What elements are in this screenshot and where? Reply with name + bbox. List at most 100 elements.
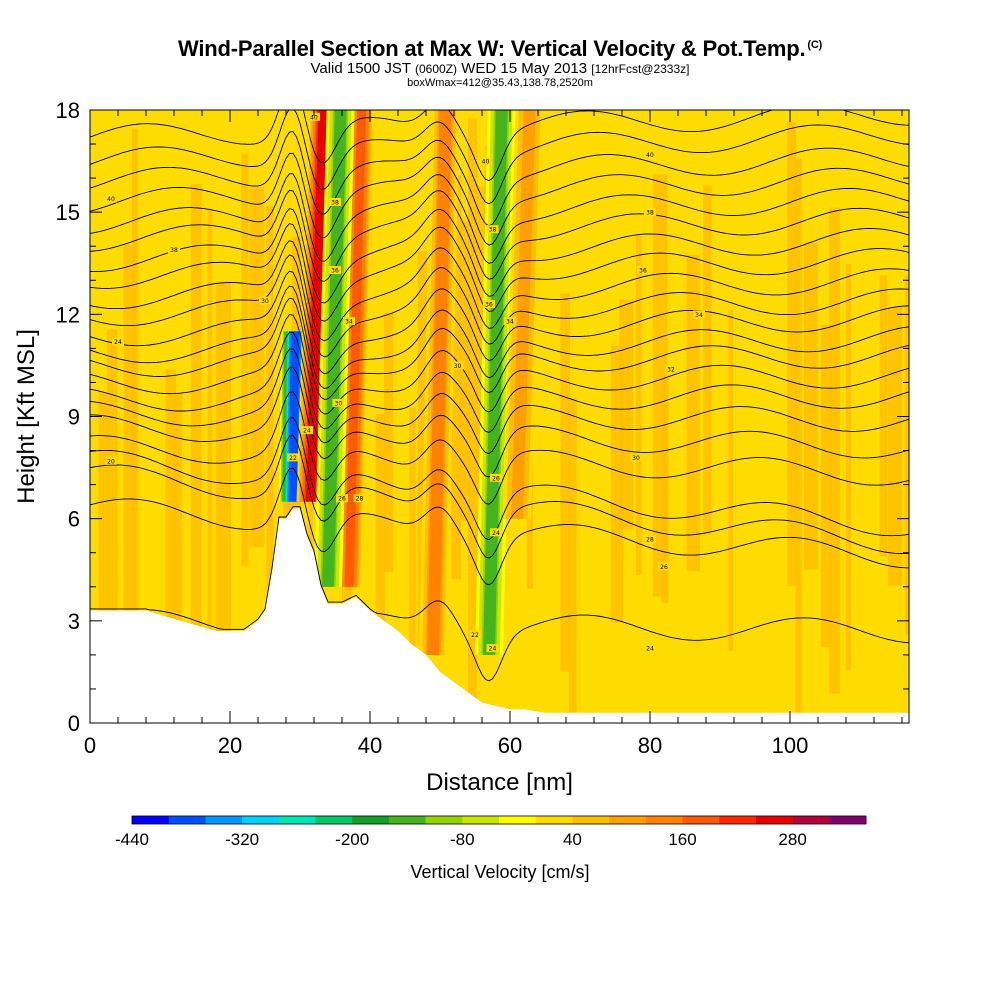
colorbar-swatch [462,816,500,824]
contour-label-bg [490,473,502,482]
contour-line [90,297,909,400]
contour-label-bg [451,361,464,370]
colorbar-swatch [352,816,390,824]
field-streak [375,413,386,639]
velocity-band [306,110,328,502]
box-info: boxWmax=412@35.43,138.78,2520m [407,77,593,89]
contour-label: 40 [646,152,654,159]
colorbar-tick-label: -200 [335,830,369,849]
contour-line [90,285,909,389]
contour-label-bg [308,112,320,121]
x-tick-label: 60 [498,733,522,758]
contour-line [90,152,909,246]
contour-label-bg [693,310,705,319]
field-streak [568,397,577,718]
contour-label: 24 [303,428,311,435]
velocity-band [344,110,366,587]
colorbar-swatch [792,816,830,824]
contour-label-bg [259,296,271,305]
field-streak [636,236,642,576]
chart-title-text: Wind-Parallel Section at Max W: Vertical… [177,36,806,61]
contour-line [90,223,909,322]
field-streak [703,185,712,535]
field-streak [409,407,416,661]
field-streak [174,392,183,652]
field-streak [846,264,851,671]
y-tick-label: 6 [68,507,80,532]
contour-label-bg [504,317,516,326]
contour-label-bg [329,197,341,206]
contour-line [90,131,909,227]
contour-label-bg [486,644,499,653]
y-tick-label: 3 [68,609,80,634]
colorbar-tick-label: -80 [450,830,475,849]
contour-label-bg [486,225,499,234]
colorbar-swatch [388,816,426,824]
contour-label: 24 [114,339,122,346]
contour-label-bg [168,245,180,254]
chart-title: Wind-Parallel Section at Max W: Vertical… [0,36,1000,62]
colorbar-tick-label: -320 [225,830,259,849]
y-axis-label: Height [Kft MSL] [13,329,40,504]
colorbar-swatch [535,816,573,824]
colorbar-tick-label: 160 [668,830,696,849]
colorbar-swatch [132,816,169,824]
colorbar-tick-label: 40 [563,830,582,849]
contour-label: 38 [646,210,654,217]
colorbar-swatch [719,816,757,824]
field-streak [451,175,461,580]
contour-label: 34 [695,312,703,319]
field-streak [249,187,265,548]
field-streak [686,254,700,572]
colorbar-swatch [168,816,206,824]
contour-label-bg [105,194,117,203]
colorbar-tick-label: 280 [778,830,806,849]
copyright-mark: (C) [807,38,823,51]
colorbar-frame [131,815,867,825]
contour-label: 38 [489,227,497,234]
field-streak [820,324,833,648]
axes [89,109,909,724]
y-tick-label: 0 [68,711,80,736]
contour-label: 26 [660,564,668,571]
x-tick-label: 40 [358,733,382,758]
colorbar-swatch [645,816,683,824]
contour-line [90,391,909,505]
contour-label: 24 [492,530,500,537]
contour-label: 22 [471,632,479,639]
contour-label-bg [665,364,677,373]
field-streak [619,299,634,530]
colorbar-swatch [425,816,463,824]
valid-time-utc: (0600Z) [415,62,458,76]
field-streak [879,275,888,557]
field-streak [795,158,802,723]
contour-line [90,240,909,342]
field-streak [216,282,231,657]
contour-line [90,110,909,205]
field-streak [804,241,818,570]
contour-line [90,435,909,559]
contour-line [90,467,909,586]
contour-line [90,366,909,478]
field-streak [728,310,734,652]
contour-label-bg [112,337,124,346]
y-tick-label: 12 [56,302,80,327]
y-tick-label: 15 [56,200,80,225]
field-streak [468,118,478,708]
colorbar-swatch [499,816,536,824]
contour-label: 38 [170,247,178,254]
contour-line [90,417,909,541]
x-tick-label: 0 [84,733,96,758]
contour-line [90,270,909,375]
contour-label-bg [644,535,656,544]
contour-label: 22 [289,455,297,462]
contour-label-bg [343,317,355,326]
colorbar-swatch [829,816,867,824]
field-streak [384,312,394,573]
x-tick-label: 20 [218,733,242,758]
contour-label: 40 [310,114,318,121]
colorbar-swatch [609,816,647,824]
terrain-mask [90,508,909,723]
colorbar-label: Vertical Velocity [cm/s] [410,862,590,882]
forecast-info: [12hrFcst@2333z] [591,62,690,76]
